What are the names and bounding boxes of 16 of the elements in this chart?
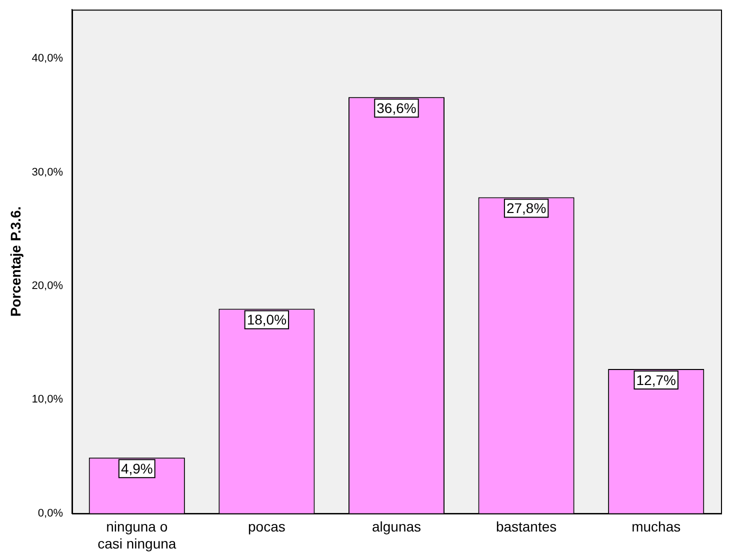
y-tick-label: 30,0%	[32, 166, 64, 178]
data-label: 18,0%	[246, 312, 287, 328]
y-axis-title: Porcentaje P.3.6.	[7, 206, 24, 317]
y-tick-label: 40,0%	[32, 52, 64, 65]
x-tick-label: algunas	[372, 518, 422, 535]
y-tick-label: 0,0%	[38, 507, 64, 520]
x-tick-label: pocas	[248, 518, 286, 535]
x-tick-label: muchas	[632, 518, 681, 535]
data-label: 27,8%	[506, 200, 546, 216]
y-tick-label: 20,0%	[32, 280, 64, 292]
x-tick-label: bastantes	[496, 518, 557, 535]
data-label: 4,9%	[120, 460, 153, 477]
y-tick-label: 10,0%	[32, 394, 64, 406]
data-label: 12,7%	[636, 372, 676, 388]
data-label: 36,6%	[376, 100, 416, 116]
x-tick-label: ninguna o casi ninguna	[98, 518, 176, 552]
